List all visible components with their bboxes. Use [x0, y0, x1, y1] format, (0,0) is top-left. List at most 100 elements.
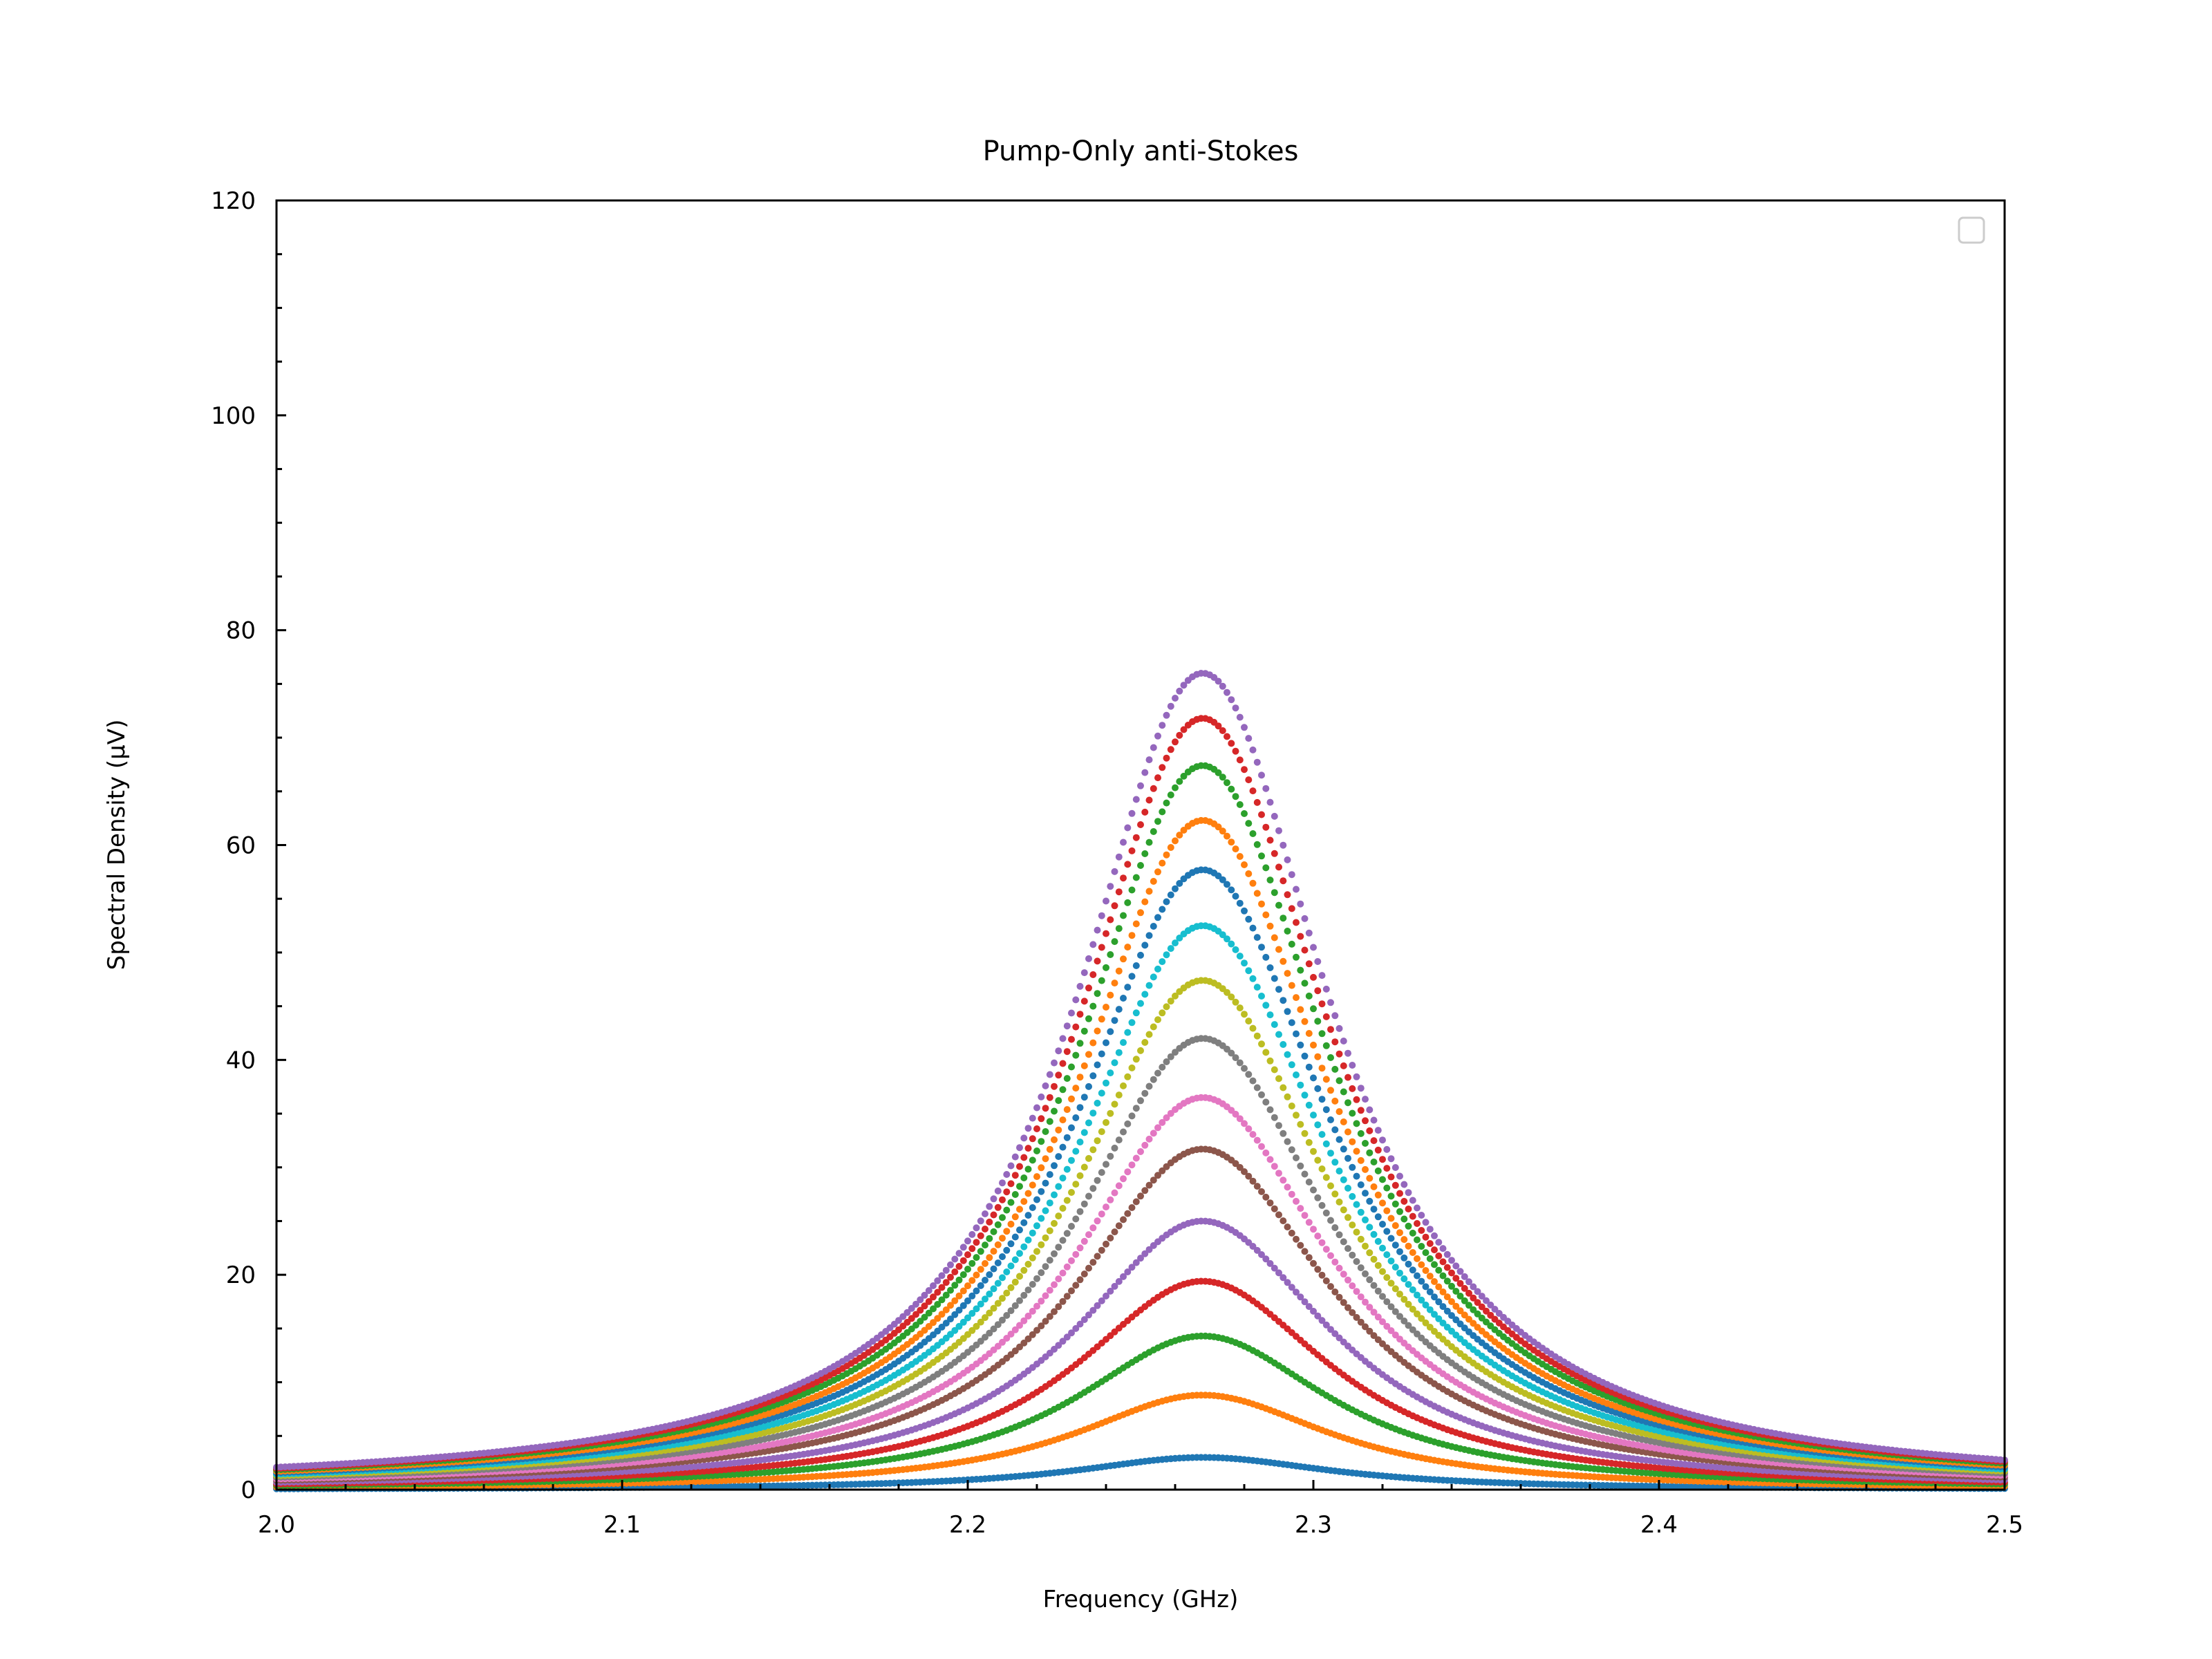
- data-point: [1115, 1136, 1123, 1144]
- data-point: [1357, 1181, 1365, 1188]
- data-point: [1145, 982, 1153, 989]
- data-point: [1357, 1156, 1365, 1164]
- data-point: [1055, 1212, 1062, 1220]
- data-point: [964, 1331, 971, 1338]
- data-point: [951, 1297, 959, 1304]
- data-point: [1266, 1259, 1274, 1267]
- data-point: [1443, 1307, 1451, 1315]
- data-point: [1150, 973, 1157, 981]
- data-point: [1076, 1172, 1084, 1179]
- data-point: [947, 1286, 954, 1294]
- data-point: [1379, 1318, 1386, 1326]
- data-point: [1159, 1009, 1166, 1017]
- data-point: [999, 1214, 1006, 1221]
- data-point: [1128, 932, 1136, 939]
- data-point: [1150, 1076, 1157, 1083]
- data-point: [1051, 1191, 1058, 1199]
- data-point: [986, 1291, 993, 1297]
- data-point: [1020, 1317, 1028, 1324]
- data-point: [1051, 1136, 1058, 1143]
- data-point: [1258, 900, 1265, 908]
- data-point: [1431, 1293, 1438, 1301]
- data-point: [1150, 1023, 1157, 1031]
- data-point: [1379, 1268, 1386, 1275]
- data-point: [1076, 1074, 1084, 1081]
- data-point: [1275, 986, 1282, 993]
- data-point: [1232, 845, 1239, 853]
- data-point: [1224, 1045, 1230, 1053]
- data-point: [1059, 1237, 1067, 1244]
- data-point: [1024, 1312, 1032, 1320]
- data-point: [1076, 1320, 1084, 1328]
- data-point: [1029, 1254, 1036, 1262]
- data-point: [1366, 1249, 1374, 1257]
- data-point: [999, 1253, 1006, 1260]
- data-point: [1396, 1335, 1403, 1343]
- data-point: [934, 1315, 941, 1322]
- data-point: [1310, 1147, 1317, 1155]
- data-point: [1080, 1316, 1088, 1323]
- data-point: [1080, 1200, 1088, 1208]
- data-point: [1068, 1287, 1075, 1295]
- data-point: [1305, 1138, 1313, 1146]
- data-point: [1059, 1338, 1067, 1345]
- data-point: [1098, 1089, 1105, 1097]
- data-point: [1236, 899, 1244, 907]
- data-point: [1236, 853, 1244, 860]
- data-point: [1103, 1203, 1109, 1211]
- data-point: [959, 1271, 967, 1278]
- data-point: [990, 1285, 997, 1293]
- data-point: [1120, 1273, 1127, 1280]
- data-point: [1137, 909, 1144, 917]
- data-point: [1349, 1163, 1356, 1171]
- data-point: [982, 1314, 988, 1322]
- data-point: [1072, 1147, 1080, 1155]
- data-point: [1249, 1024, 1257, 1032]
- data-point: [1033, 1248, 1040, 1255]
- data-point: [1305, 1101, 1313, 1109]
- data-point: [1003, 1335, 1011, 1342]
- data-point: [1318, 1096, 1326, 1103]
- data-point: [1094, 1137, 1101, 1145]
- data-point: [973, 1271, 980, 1279]
- data-point: [1059, 1205, 1067, 1212]
- data-point: [1219, 827, 1226, 835]
- data-point: [1063, 1134, 1071, 1141]
- data-point: [1055, 1183, 1062, 1190]
- data-point: [1020, 1339, 1028, 1347]
- data-point: [1068, 1156, 1075, 1164]
- data-point: [1051, 1281, 1058, 1288]
- data-point: [930, 1305, 937, 1313]
- data-point: [1176, 880, 1183, 887]
- data-point: [1103, 1161, 1109, 1168]
- data-point: [1335, 1334, 1343, 1342]
- data-point: [1124, 1029, 1132, 1036]
- data-point: [1098, 1128, 1105, 1136]
- data-point: [1038, 1241, 1045, 1248]
- data-point: [1132, 1056, 1140, 1063]
- data-point: [1059, 1297, 1067, 1305]
- data-point: [1245, 1018, 1253, 1025]
- data-point: [999, 1274, 1006, 1282]
- data-point: [1098, 1015, 1105, 1023]
- data-point: [1007, 1331, 1015, 1338]
- data-point: [964, 1297, 971, 1304]
- data-point: [982, 1295, 988, 1303]
- data-point: [1172, 992, 1179, 1000]
- data-point: [982, 1333, 988, 1341]
- data-point: [947, 1315, 954, 1323]
- data-point: [1366, 1174, 1374, 1182]
- data-point: [1016, 1273, 1023, 1280]
- data-point: [1046, 1145, 1053, 1153]
- data-point: [1111, 1282, 1118, 1290]
- data-point: [1094, 1061, 1101, 1069]
- data-point: [1301, 1248, 1309, 1255]
- data-point: [1349, 1138, 1356, 1145]
- data-point: [990, 1228, 997, 1235]
- data-point: [1374, 1191, 1382, 1199]
- data-point: [1327, 1326, 1334, 1333]
- data-point: [1249, 1131, 1257, 1138]
- data-point: [1132, 920, 1140, 928]
- data-point: [1331, 1330, 1339, 1338]
- data-point: [1132, 962, 1140, 969]
